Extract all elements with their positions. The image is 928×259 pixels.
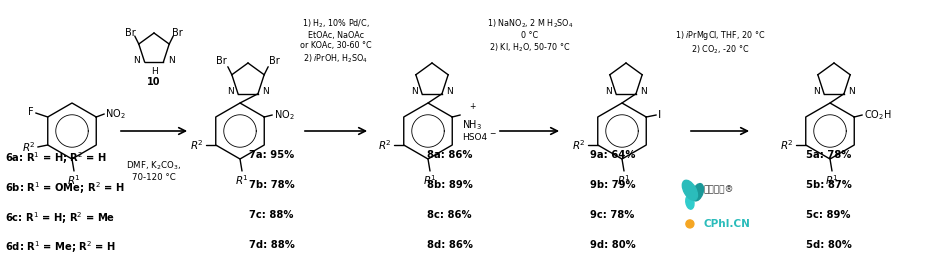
- Text: 8d: 86%: 8d: 86%: [427, 240, 473, 250]
- Text: 制药在线®: 制药在线®: [703, 186, 734, 195]
- Text: F: F: [28, 107, 33, 117]
- Text: CPhI.CN: CPhI.CN: [703, 219, 750, 229]
- Text: 7b: 78%: 7b: 78%: [249, 180, 294, 190]
- Text: $R^1$: $R^1$: [422, 173, 436, 187]
- Ellipse shape: [681, 180, 697, 200]
- Text: 8b: 89%: 8b: 89%: [427, 180, 472, 190]
- Text: Br: Br: [216, 56, 226, 66]
- Text: N: N: [847, 87, 854, 96]
- Text: 6a: R$^1$ = H; R$^2$ = H: 6a: R$^1$ = H; R$^2$ = H: [5, 150, 107, 166]
- Text: Br: Br: [125, 28, 135, 38]
- Text: N: N: [445, 87, 452, 96]
- Text: $R^1$: $R^1$: [235, 173, 249, 187]
- Text: 6c: R$^1$ = H; R$^2$ = Me: 6c: R$^1$ = H; R$^2$ = Me: [5, 210, 115, 226]
- Text: 8a: 86%: 8a: 86%: [427, 150, 472, 160]
- Circle shape: [685, 220, 693, 228]
- Text: H: H: [150, 67, 157, 76]
- Text: Br: Br: [172, 28, 183, 38]
- Text: $R^2$: $R^2$: [780, 138, 793, 152]
- Text: $R^1$: $R^1$: [824, 173, 838, 187]
- Text: NH$_3$: NH$_3$: [462, 118, 482, 132]
- Text: 8c: 86%: 8c: 86%: [427, 210, 471, 220]
- Text: 9d: 80%: 9d: 80%: [589, 240, 635, 250]
- Text: N: N: [605, 87, 612, 96]
- Text: 1) $i$PrMgCl, THF, 20 °C
2) CO$_2$, -20 °C: 1) $i$PrMgCl, THF, 20 °C 2) CO$_2$, -20 …: [674, 29, 765, 56]
- Text: NO$_2$: NO$_2$: [105, 107, 125, 121]
- Text: $^+$: $^+$: [467, 102, 476, 112]
- Text: N: N: [812, 87, 819, 96]
- Text: $R^2$: $R^2$: [22, 140, 35, 154]
- Text: $R^1$: $R^1$: [67, 173, 81, 187]
- Text: 5a: 78%: 5a: 78%: [806, 150, 851, 160]
- Text: 9c: 78%: 9c: 78%: [589, 210, 634, 220]
- Text: $R^1$: $R^1$: [616, 173, 630, 187]
- Text: $^-$: $^-$: [488, 131, 497, 141]
- Text: 6b: R$^1$ = OMe; R$^2$ = H: 6b: R$^1$ = OMe; R$^2$ = H: [5, 180, 124, 196]
- Text: 7a: 95%: 7a: 95%: [249, 150, 294, 160]
- Text: Br: Br: [269, 56, 279, 66]
- Text: N: N: [133, 56, 139, 66]
- Text: 1) H$_2$, 10% Pd/C,
EtOAc, NaOAc
or KOAc, 30-60 °C
2) $i$PrOH, H$_2$SO$_4$: 1) H$_2$, 10% Pd/C, EtOAc, NaOAc or KOAc…: [300, 17, 371, 64]
- Text: NO$_2$: NO$_2$: [274, 108, 294, 122]
- Text: N: N: [411, 87, 418, 96]
- Ellipse shape: [691, 184, 702, 201]
- Text: $R^2$: $R^2$: [189, 138, 203, 152]
- Text: HSO4: HSO4: [462, 133, 487, 142]
- Text: 1) NaNO$_2$, 2 M H$_2$SO$_4$
0 °C
2) KI, H$_2$O, 50-70 °C: 1) NaNO$_2$, 2 M H$_2$SO$_4$ 0 °C 2) KI,…: [486, 17, 573, 54]
- Text: CO$_2$H: CO$_2$H: [863, 108, 891, 122]
- Text: I: I: [658, 110, 661, 120]
- Text: 9b: 79%: 9b: 79%: [589, 180, 635, 190]
- Text: N: N: [168, 56, 175, 66]
- Text: 5d: 80%: 5d: 80%: [806, 240, 851, 250]
- Text: N: N: [262, 87, 268, 96]
- Text: 9a: 64%: 9a: 64%: [589, 150, 635, 160]
- Text: N: N: [227, 87, 234, 96]
- Text: 6d: R$^1$ = Me; R$^2$ = H: 6d: R$^1$ = Me; R$^2$ = H: [5, 240, 115, 255]
- Text: N: N: [639, 87, 646, 96]
- Text: $R^2$: $R^2$: [572, 138, 586, 152]
- Text: 7d: 88%: 7d: 88%: [249, 240, 294, 250]
- Text: 10: 10: [148, 77, 161, 87]
- Text: 5c: 89%: 5c: 89%: [806, 210, 850, 220]
- Text: 5b: 87%: 5b: 87%: [806, 180, 851, 190]
- Ellipse shape: [685, 195, 693, 209]
- Text: 7c: 88%: 7c: 88%: [249, 210, 293, 220]
- Text: $R^2$: $R^2$: [378, 138, 392, 152]
- Text: DMF, K$_2$CO$_3$,
70-120 °C: DMF, K$_2$CO$_3$, 70-120 °C: [126, 159, 181, 182]
